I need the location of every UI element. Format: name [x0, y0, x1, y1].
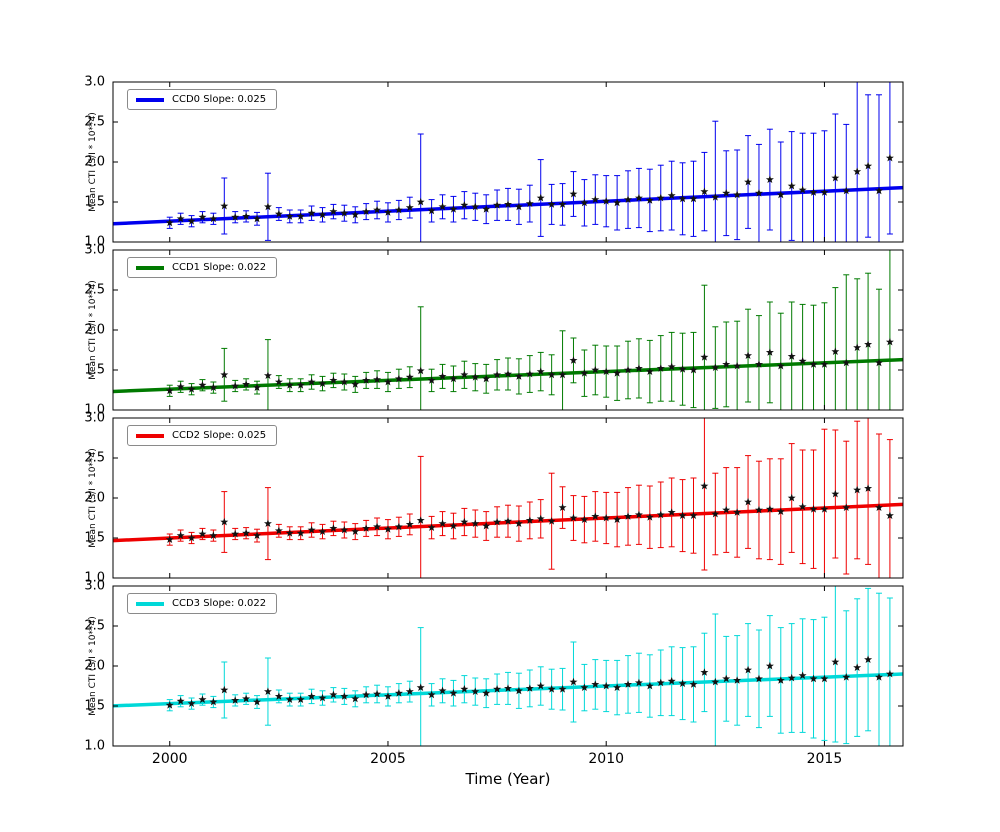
y-axis-label-ccd3: Mean CTI (S/I * 10**4) — [88, 616, 98, 716]
legend-ccd2: CCD2 Slope: 0.025 — [127, 425, 278, 446]
tick-marks-ccd2 — [113, 417, 903, 579]
legend-ccd3: CCD3 Slope: 0.022 — [127, 593, 278, 614]
svg-text:2000: 2000 — [152, 751, 188, 767]
svg-text:2010: 2010 — [588, 751, 624, 767]
errorbars-ccd1 — [166, 250, 893, 410]
legend-ccd0: CCD0 Slope: 0.025 — [127, 89, 278, 110]
svg-text:3.0: 3.0 — [84, 411, 105, 426]
tick-marks-ccd3 — [113, 585, 903, 747]
legend-label-ccd1: CCD1 Slope: 0.022 — [172, 262, 267, 273]
x-axis-label: Time (Year) — [465, 770, 551, 788]
svg-text:1.5: 1.5 — [84, 531, 105, 546]
markers-ccd3 — [165, 655, 894, 709]
legend-line-swatch-ccd3 — [136, 601, 164, 606]
svg-text:1.0: 1.0 — [84, 571, 105, 586]
svg-text:1.0: 1.0 — [84, 739, 105, 754]
svg-text:2015: 2015 — [807, 751, 843, 767]
svg-text:1.0: 1.0 — [84, 403, 105, 418]
series-ccd0 — [113, 82, 903, 242]
svg-text:1.5: 1.5 — [84, 699, 105, 714]
svg-text:2.0: 2.0 — [84, 323, 105, 338]
svg-text:2.0: 2.0 — [84, 155, 105, 170]
svg-text:1.5: 1.5 — [84, 363, 105, 378]
legend-line-swatch-ccd0 — [136, 97, 164, 102]
svg-text:2.5: 2.5 — [84, 115, 105, 130]
svg-text:2.5: 2.5 — [84, 283, 105, 298]
legend-line-swatch-ccd1 — [136, 265, 164, 270]
svg-text:2005: 2005 — [370, 751, 406, 767]
svg-text:2.0: 2.0 — [84, 659, 105, 674]
svg-text:1.5: 1.5 — [84, 195, 105, 210]
y-tick-labels-ccd0: 3.0 2.5 2.0 1.5 1.0 — [84, 75, 105, 250]
legend-ccd1: CCD1 Slope: 0.022 — [127, 257, 278, 278]
legend-label-ccd2: CCD2 Slope: 0.025 — [172, 430, 267, 441]
legend-line-swatch-ccd2 — [136, 433, 164, 438]
y-tick-labels-ccd3: 3.0 2.5 2.0 1.5 1.0 — [84, 579, 105, 754]
markers-ccd2 — [165, 481, 894, 543]
svg-text:3.0: 3.0 — [84, 243, 105, 258]
series-ccd2 — [113, 418, 903, 578]
series-ccd1 — [113, 250, 903, 410]
svg-text:2.0: 2.0 — [84, 491, 105, 506]
svg-text:3.0: 3.0 — [84, 75, 105, 90]
markers-ccd1 — [165, 337, 894, 395]
y-axis-label-ccd2: Mean CTI (S/I * 10**4) — [88, 448, 98, 548]
tick-marks-ccd0 — [113, 81, 903, 243]
x-tick-labels: 2000 2005 2010 2015 — [152, 751, 842, 767]
y-axis-label-ccd1: Mean CTI (S/I * 10**4) — [88, 280, 98, 380]
errorbars-ccd0 — [166, 82, 893, 242]
y-tick-labels-ccd1: 3.0 2.5 2.0 1.5 1.0 — [84, 243, 105, 418]
legend-label-ccd0: CCD0 Slope: 0.025 — [172, 94, 267, 105]
legend-label-ccd3: CCD3 Slope: 0.022 — [172, 598, 267, 609]
series-ccd3 — [113, 586, 903, 746]
svg-text:1.0: 1.0 — [84, 235, 105, 250]
svg-text:2.5: 2.5 — [84, 451, 105, 466]
markers-ccd0 — [165, 153, 894, 227]
y-axis-label-ccd0: Mean CTI (S/I * 10**4) — [88, 112, 98, 212]
tick-marks-ccd1 — [113, 249, 903, 411]
y-tick-labels-ccd2: 3.0 2.5 2.0 1.5 1.0 — [84, 411, 105, 586]
svg-text:3.0: 3.0 — [84, 579, 105, 594]
svg-text:2.5: 2.5 — [84, 619, 105, 634]
